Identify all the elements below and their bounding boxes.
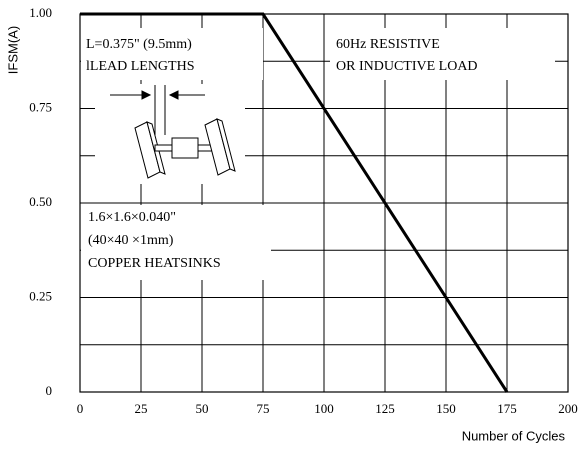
- y-tick-label: 0: [46, 383, 53, 398]
- x-tick-label: 150: [436, 401, 456, 416]
- page: Number of Cycles IFSM(A) 0 0.25 0.50 0.75 1.…: [0, 0, 587, 455]
- x-tick-label: 50: [196, 401, 209, 416]
- y-tick-label: 0.75: [29, 99, 52, 114]
- y-tick-label: 0.50: [29, 194, 52, 209]
- chart: Number of Cycles IFSM(A) 0 0.25 0.50 0.75 1.…: [0, 0, 587, 455]
- annotation: (40×40 ×1mm): [88, 233, 174, 248]
- x-tick-label: 75: [257, 401, 270, 416]
- annotation: 1.6×1.6×0.040": [88, 210, 176, 225]
- x-tick-label: 0: [77, 401, 84, 416]
- y-axis-label: IFSM(A): [5, 26, 20, 74]
- x-tick-label: 175: [497, 401, 517, 416]
- x-tick-label: 200: [558, 401, 578, 416]
- annotation: COPPER HEATSINKS: [88, 256, 221, 271]
- x-tick-label: 125: [375, 401, 395, 416]
- annotation: lLEAD LENGTHS: [86, 59, 195, 74]
- y-tick-label: 1.00: [29, 5, 52, 20]
- annotation: L=0.375" (9.5mm): [86, 37, 192, 52]
- x-axis-label: Number of Cycles: [462, 428, 566, 443]
- annotation: 60Hz RESISTIVE: [336, 37, 440, 52]
- x-tick-label: 25: [135, 401, 148, 416]
- x-tick-label: 100: [314, 401, 334, 416]
- annotation: OR INDUCTIVE LOAD: [336, 59, 478, 74]
- y-tick-label: 0.25: [29, 288, 52, 303]
